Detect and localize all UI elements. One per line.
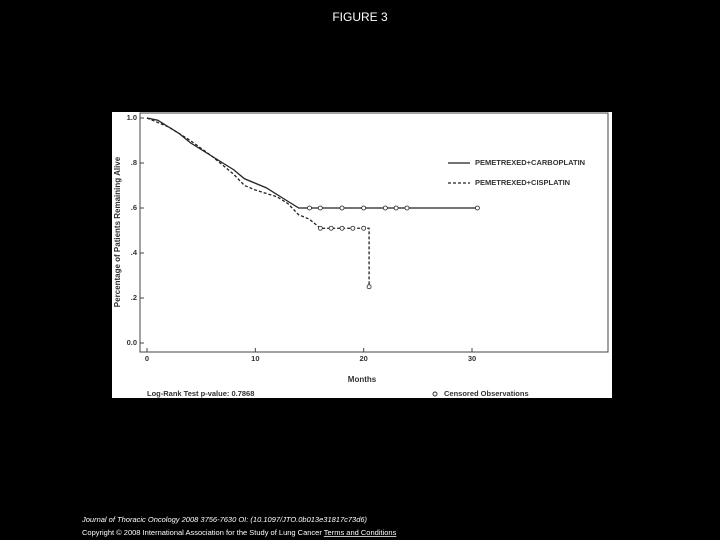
x-tick-label: 10 xyxy=(251,354,259,363)
censored-marker xyxy=(366,284,372,290)
x-tick-label: 0 xyxy=(145,354,149,363)
censored-marker xyxy=(317,205,323,211)
survival-curve xyxy=(146,117,370,287)
legend-label: PEMETREXED+CISPLATIN xyxy=(475,178,570,187)
censored-marker xyxy=(475,205,480,211)
annotation: Log-Rank Test p-value: 0.7868 xyxy=(147,389,254,398)
legend-label: PEMETREXED+CARBOPLATIN xyxy=(475,158,585,167)
copyright: Copyright © 2008 International Associati… xyxy=(82,528,397,537)
plot-frame xyxy=(139,112,609,353)
y-axis-label: Percentage of Patients Remaining Alive xyxy=(113,156,122,307)
censored-legend-symbol xyxy=(432,391,438,397)
x-tick-label: 30 xyxy=(468,354,476,363)
terms-link[interactable]: Terms and Conditions xyxy=(324,528,397,537)
censored-marker xyxy=(361,205,367,211)
y-tick-label: .2 xyxy=(131,293,137,302)
x-tick-label: 20 xyxy=(359,354,367,363)
censored-marker xyxy=(328,225,334,231)
y-tick-label: .8 xyxy=(131,158,137,167)
censored-marker xyxy=(350,225,356,231)
citation: Journal of Thoracic Oncology 2008 3756-7… xyxy=(81,515,368,524)
y-tick-label: 1.0 xyxy=(127,113,137,122)
censored-marker xyxy=(339,225,345,231)
censored-marker xyxy=(339,205,345,211)
censored-marker xyxy=(307,205,312,211)
copyright-text: Copyright © 2008 International Associati… xyxy=(82,528,322,537)
censored-marker xyxy=(317,225,323,231)
figure-panel xyxy=(112,112,612,398)
x-axis-label: Months xyxy=(348,375,377,384)
censored-marker xyxy=(361,225,367,231)
y-tick-label: .6 xyxy=(131,203,137,212)
censored-marker xyxy=(393,205,399,211)
censored-legend-label: Censored Observations xyxy=(444,389,529,398)
y-tick-label: .4 xyxy=(131,248,138,257)
censored-marker xyxy=(404,205,410,211)
slide-title: FIGURE 3 xyxy=(332,10,388,24)
survival-curve xyxy=(146,117,478,209)
censored-marker xyxy=(382,205,388,211)
y-tick-label: 0.0 xyxy=(127,338,137,347)
